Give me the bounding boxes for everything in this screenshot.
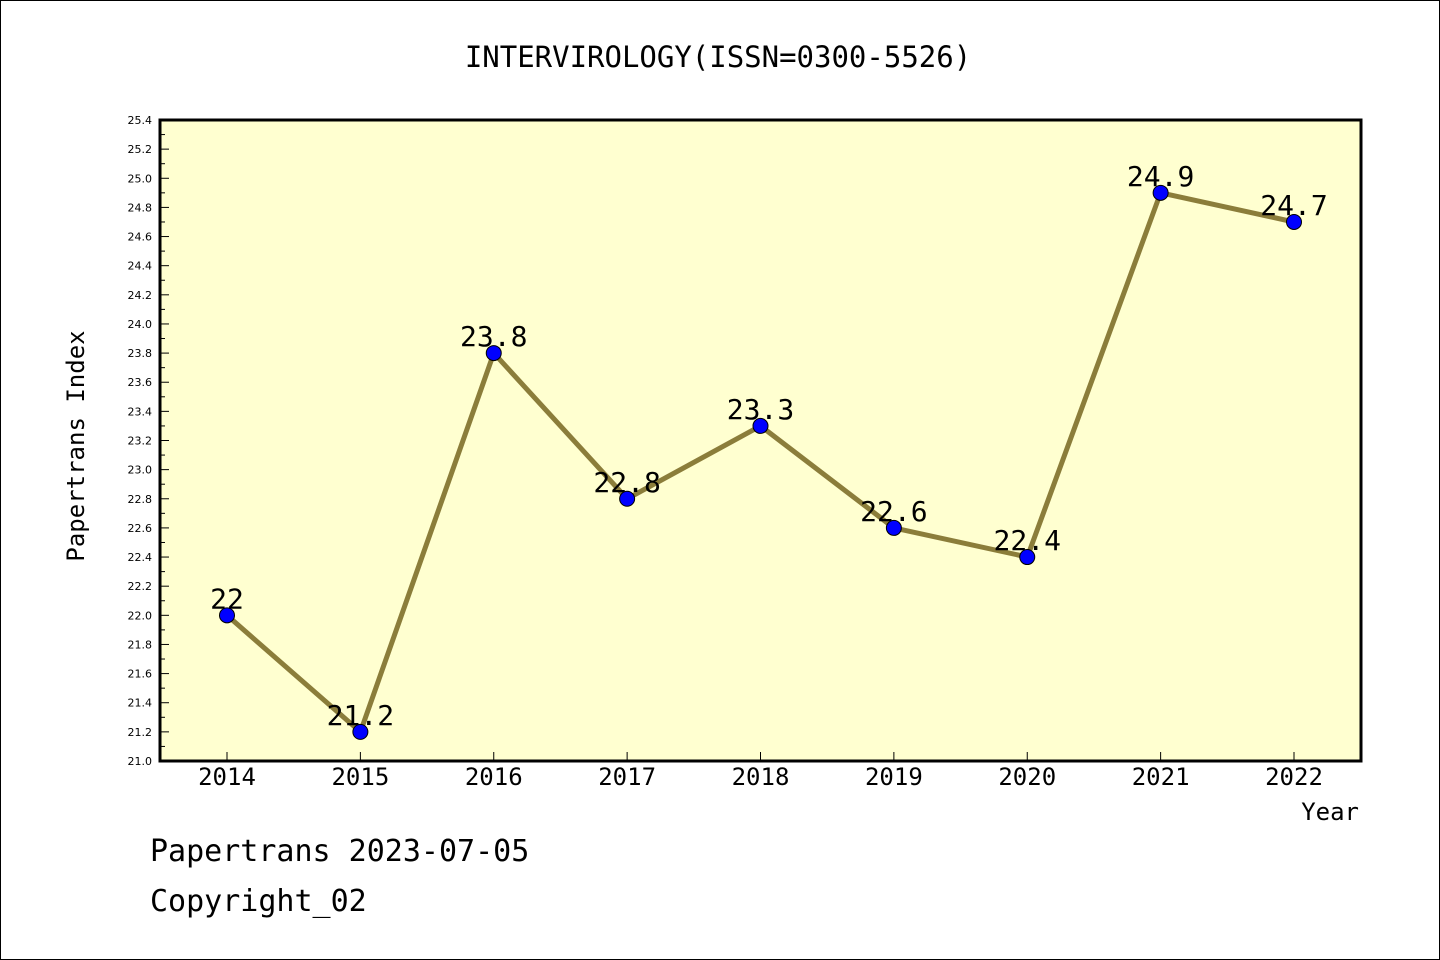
data-point [219, 607, 235, 624]
x-tick-label: 2016 [465, 763, 523, 791]
y-tick-label: 21.8 [128, 638, 153, 651]
y-tick-label: 23.4 [128, 405, 153, 418]
data-point [1019, 549, 1036, 566]
plot-area [158, 118, 1363, 763]
y-tick-label: 21.0 [128, 755, 153, 768]
y-tick-label: 23.6 [128, 376, 153, 389]
data-label: 23.3 [727, 393, 794, 426]
data-label: 21.2 [327, 699, 394, 732]
y-tick-label: 25.0 [128, 172, 153, 185]
y-tick-label: 21.6 [128, 668, 153, 681]
y-tick-label: 24.4 [128, 260, 153, 273]
data-label: 24.9 [1127, 160, 1194, 193]
y-tick-label: 23.2 [128, 435, 153, 448]
y-tick-label: 24.6 [128, 231, 153, 244]
data-point [1152, 184, 1169, 201]
y-tick-label: 22.8 [128, 493, 153, 506]
data-label: 22 [210, 582, 244, 615]
y-axis-label: Papertrans Index [62, 330, 90, 561]
data-point [885, 519, 902, 536]
x-tick-label: 2018 [732, 763, 790, 791]
y-tick-label: 22.0 [128, 609, 153, 622]
y-tick-label: 22.2 [128, 580, 153, 593]
y-tick-label: 24.2 [128, 289, 153, 302]
data-point [485, 345, 502, 362]
footer-stamp: Papertrans 2023-07-05 [150, 834, 530, 869]
x-tick-label: 2017 [598, 763, 656, 791]
y-tick-label: 25.4 [128, 114, 153, 127]
x-axis: 2014 2015 2016 2017 2018 2019 2020 2021 2022 [198, 752, 1323, 791]
data-label: 22.8 [593, 466, 660, 499]
data-point [1286, 213, 1302, 230]
y-tick-label: 25.2 [128, 143, 153, 156]
data-point [619, 490, 636, 507]
chart-title: INTERVIROLOGY(ISSN=0300-5526) [465, 40, 971, 74]
data-label: 22.6 [860, 495, 927, 528]
data-label: 22.4 [994, 524, 1061, 557]
data-point [752, 417, 769, 434]
x-tick-label: 2021 [1132, 763, 1190, 791]
y-tick-label: 21.2 [128, 726, 153, 739]
data-labels: 22 21.2 23.8 22.8 23.3 22.6 22.4 24.9 24.7 [210, 160, 1328, 732]
y-tick-label: 22.6 [128, 522, 153, 535]
data-label: 24.7 [1260, 189, 1327, 222]
x-tick-label: 2020 [998, 763, 1056, 791]
y-tick-label: 23.0 [128, 464, 153, 477]
x-tick-label: 2022 [1265, 763, 1323, 791]
y-tick-label: 22.4 [128, 551, 153, 564]
x-tick-label: 2019 [865, 763, 923, 791]
y-axis: 21.0 21.2 21.4 21.6 21.8 22.0 22.2 22.4 22.6 22.8… [128, 114, 169, 768]
data-markers [219, 184, 1302, 740]
y-tick-label: 23.8 [128, 347, 153, 360]
x-tick-label: 2015 [331, 763, 389, 791]
footer-copyright: Copyright_02 [150, 884, 367, 919]
y-tick-label: 21.4 [128, 697, 153, 710]
y-tick-label: 24.0 [128, 318, 153, 331]
y-tick-label: 24.8 [128, 201, 153, 214]
data-label: 23.8 [460, 320, 527, 353]
x-tick-label: 2014 [198, 763, 256, 791]
x-axis-label: Year [1301, 798, 1359, 826]
data-point [352, 723, 369, 740]
